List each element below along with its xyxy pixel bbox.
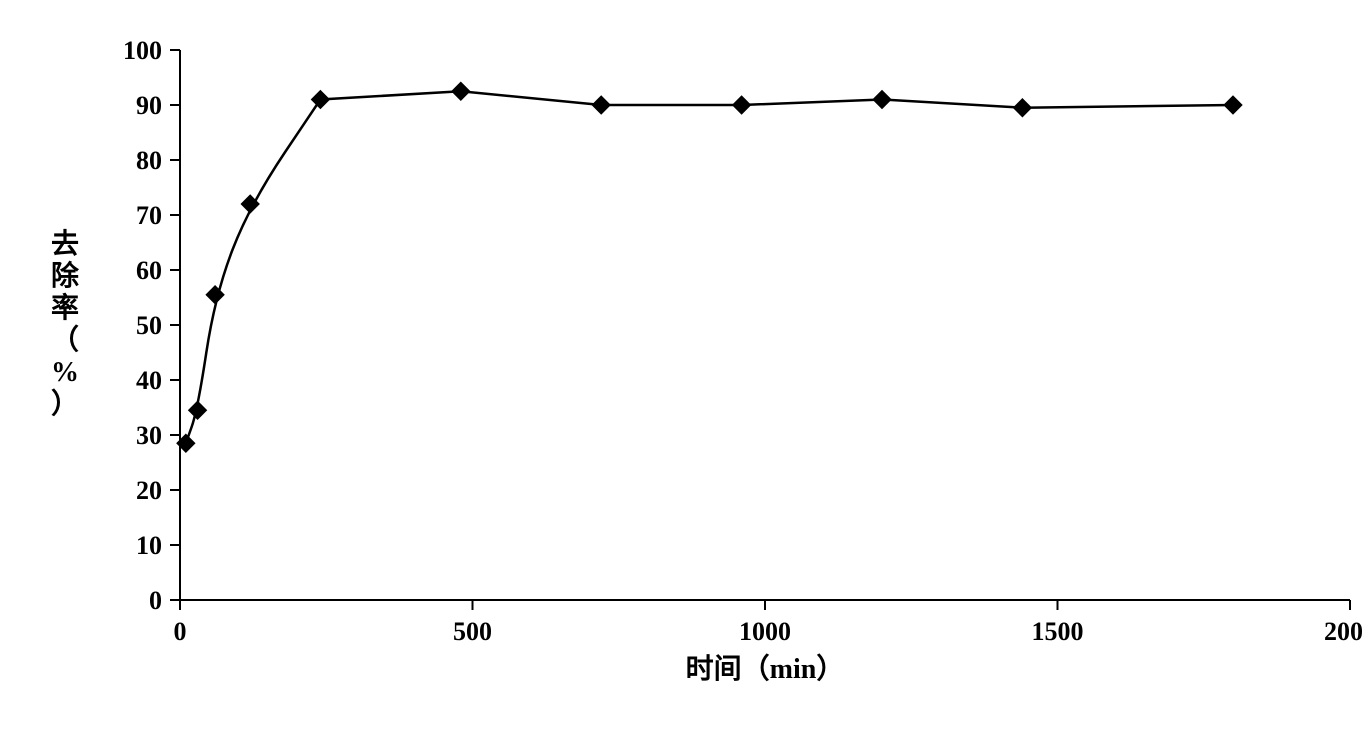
x-tick-label: 1000 <box>739 617 791 646</box>
y-axis-label-char: % <box>51 357 79 388</box>
line-chart: 01020304050607080901000500100015002000时间… <box>20 20 1362 715</box>
y-tick-label: 90 <box>136 91 162 120</box>
y-tick-label: 70 <box>136 201 162 230</box>
y-tick-label: 10 <box>136 531 162 560</box>
y-axis-label-char: 率 <box>51 291 79 324</box>
y-tick-label: 100 <box>123 36 162 65</box>
y-tick-label: 50 <box>136 311 162 340</box>
y-axis-label-char: 去 <box>51 228 79 260</box>
y-tick-label: 60 <box>136 256 162 285</box>
y-axis-label-char: 除 <box>51 259 80 292</box>
y-axis-label-char: （ <box>51 323 79 356</box>
x-axis-label: 时间（min） <box>686 652 845 685</box>
y-tick-label: 0 <box>149 586 162 615</box>
x-tick-label: 2000 <box>1324 617 1362 646</box>
x-tick-label: 1500 <box>1032 617 1084 646</box>
x-tick-label: 0 <box>174 617 187 646</box>
y-tick-label: 40 <box>136 366 162 395</box>
y-tick-label: 20 <box>136 476 162 505</box>
chart-container: 01020304050607080901000500100015002000时间… <box>20 20 1362 715</box>
x-tick-label: 500 <box>453 617 492 646</box>
y-tick-label: 80 <box>136 146 162 175</box>
y-tick-label: 30 <box>136 421 162 450</box>
y-axis-label-char: ） <box>51 387 79 420</box>
